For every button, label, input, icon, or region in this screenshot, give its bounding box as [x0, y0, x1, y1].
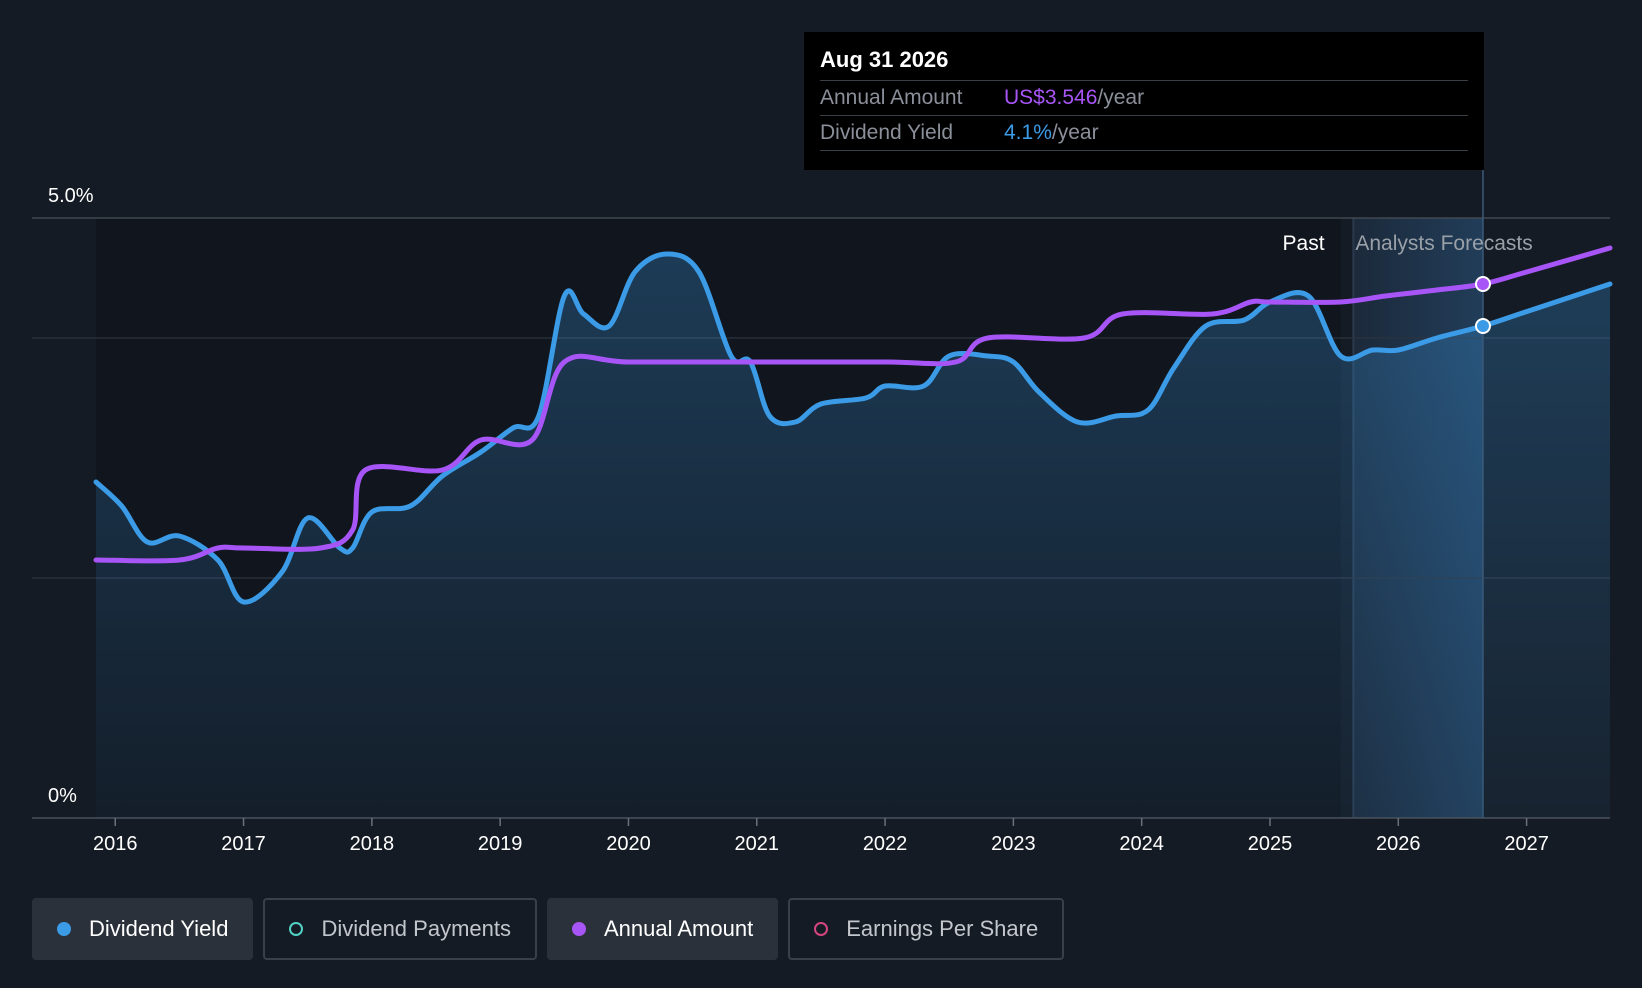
x-tick-label: 2022	[863, 833, 908, 855]
tooltip-value: US$3.546	[1004, 86, 1098, 109]
legend-dot-icon	[571, 922, 586, 936]
y-tick-label: 5.0%	[48, 185, 94, 207]
legend-label: Dividend Payments	[321, 916, 511, 941]
annual-amount-highlight-point[interactable]	[1474, 276, 1491, 292]
legend-dot-icon	[814, 922, 829, 936]
legend-label: Annual Amount	[603, 916, 754, 941]
x-tick-label: 2027	[1504, 833, 1549, 855]
tooltip-label: Annual Amount	[820, 86, 963, 109]
tooltip-value: 4.1%	[1004, 121, 1052, 144]
legend-dividend-payments[interactable]: Dividend Payments	[263, 898, 537, 960]
legend: Dividend Yield Dividend Payments Annual …	[32, 898, 1065, 962]
annual-amount-line	[93, 245, 1613, 564]
tooltip-date: Aug 31 2026	[820, 46, 1468, 81]
x-tick-label: 2017	[221, 833, 266, 855]
x-tick-label: 2025	[1248, 833, 1293, 855]
legend-dot-icon	[57, 922, 71, 936]
x-tick-label: 2023	[991, 833, 1036, 855]
legend-dividend-yield[interactable]: Dividend Yield	[32, 898, 254, 960]
tooltip-label: Dividend Yield	[820, 121, 954, 144]
tooltip-row-dividend-yield: Dividend Yield 4.1%/year	[820, 116, 1468, 151]
x-axis-ticks: 2016 2017 2018 2019 2020 2021 2022 2023 2024 2025…	[93, 818, 1549, 855]
y-tick-label: 0%	[48, 785, 77, 807]
x-tick-label: 2016	[93, 833, 138, 855]
forecast-region-label: Analysts Forecasts	[1355, 232, 1532, 255]
legend-label: Dividend Yield	[89, 916, 229, 941]
x-tick-label: 2021	[735, 833, 780, 855]
legend-dot-icon	[289, 922, 304, 936]
tooltip-unit: /year	[1097, 86, 1145, 109]
tooltip-unit: /year	[1051, 121, 1099, 144]
x-tick-label: 2020	[606, 833, 651, 855]
x-tick-label: 2019	[478, 833, 523, 855]
past-region-label: Past	[1283, 232, 1325, 255]
y-axis-ticks: 5.0% 0%	[48, 185, 94, 807]
dividend-yield-area	[96, 254, 1610, 818]
legend-annual-amount[interactable]: Annual Amount	[546, 898, 779, 960]
dividend-yield-highlight-point[interactable]	[1474, 318, 1491, 334]
x-tick-label: 2026	[1376, 833, 1421, 855]
legend-earnings-per-share[interactable]: Earnings Per Share	[788, 898, 1065, 960]
x-tick-label: 2024	[1119, 833, 1164, 855]
tooltip-row-annual-amount: Annual Amount US$3.546/year	[820, 81, 1468, 116]
tooltip: Aug 31 2026 Annual Amount US$3.546/year D…	[804, 32, 1484, 170]
x-tick-label: 2018	[350, 833, 395, 855]
legend-label: Earnings Per Share	[846, 916, 1039, 941]
